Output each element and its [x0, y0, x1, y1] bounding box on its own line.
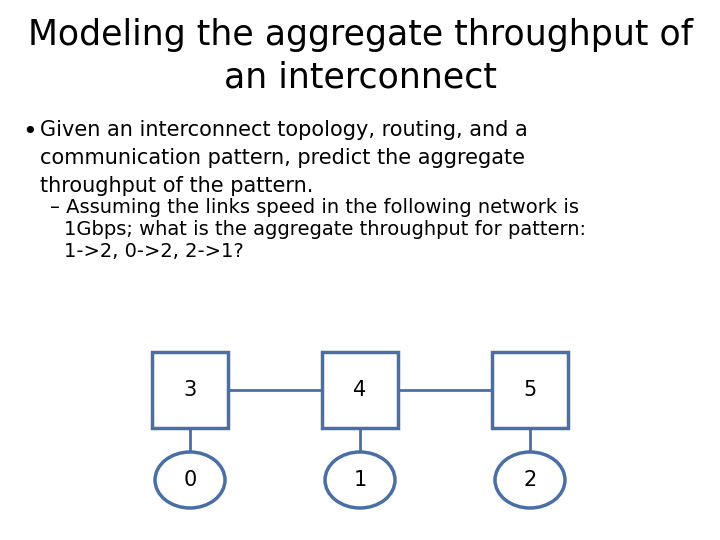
Ellipse shape: [495, 452, 565, 508]
Text: 2: 2: [523, 470, 536, 490]
Ellipse shape: [155, 452, 225, 508]
Text: – Assuming the links speed in the following network is: – Assuming the links speed in the follow…: [50, 198, 579, 217]
Text: Modeling the aggregate throughput of: Modeling the aggregate throughput of: [27, 18, 693, 52]
Text: 0: 0: [184, 470, 197, 490]
Text: 1: 1: [354, 470, 366, 490]
Text: 3: 3: [184, 380, 197, 400]
Text: 4: 4: [354, 380, 366, 400]
FancyBboxPatch shape: [152, 352, 228, 428]
Text: 5: 5: [523, 380, 536, 400]
FancyBboxPatch shape: [322, 352, 398, 428]
Text: an interconnect: an interconnect: [223, 60, 497, 94]
Text: 1->2, 0->2, 2->1?: 1->2, 0->2, 2->1?: [64, 242, 244, 261]
Text: Given an interconnect topology, routing, and a
communication pattern, predict th: Given an interconnect topology, routing,…: [40, 120, 528, 196]
Ellipse shape: [325, 452, 395, 508]
Text: •: •: [22, 120, 37, 144]
FancyBboxPatch shape: [492, 352, 568, 428]
Text: 1Gbps; what is the aggregate throughput for pattern:: 1Gbps; what is the aggregate throughput …: [64, 220, 586, 239]
